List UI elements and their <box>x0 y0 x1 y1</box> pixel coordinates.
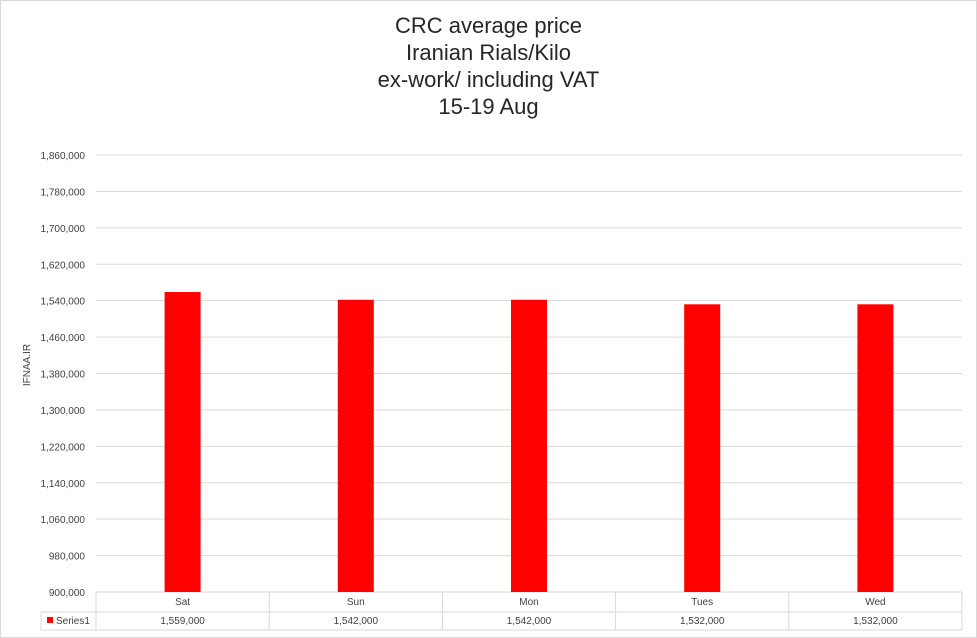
y-tick-label: 1,620,000 <box>41 260 86 271</box>
data-table: Sat 1,559,000 Sun 1,542,000 Mon 1,542,000 Tues… <box>40 592 963 631</box>
category-label: Sun <box>347 597 365 608</box>
title-line-2: Iranian Rials/Kilo <box>405 40 572 65</box>
y-tick-label: 900,000 <box>49 588 86 599</box>
y-tick-label: 1,700,000 <box>41 224 86 235</box>
title-line-1: CRC average price <box>394 13 583 38</box>
y-tick-label: 1,300,000 <box>41 406 86 417</box>
data-value-label: 1,542,000 <box>334 616 379 627</box>
legend-series-name: Series1 <box>56 616 90 627</box>
bar-mon <box>511 299 547 592</box>
y-tick-label: 980,000 <box>49 552 86 563</box>
bar-sat <box>164 292 201 592</box>
data-value-label: 1,542,000 <box>507 616 552 627</box>
y-tick-label: 1,460,000 <box>41 333 86 344</box>
category-label: Mon <box>519 597 538 608</box>
y-tick-label: 1,060,000 <box>41 515 86 526</box>
data-value-label: 1,559,000 <box>160 616 205 627</box>
category-label: Tues <box>691 597 713 608</box>
bar-tues <box>684 304 721 592</box>
bar-sun <box>337 299 374 592</box>
y-tick-label: 1,140,000 <box>41 479 86 490</box>
title-line-4: 15-19 Aug <box>438 94 539 119</box>
title-line-3: ex-work/ including VAT <box>377 67 600 92</box>
y-tick-label: 1,380,000 <box>41 370 86 381</box>
category-label: Sat <box>175 597 190 608</box>
data-value-label: 1,532,000 <box>680 616 725 627</box>
category-label: Wed <box>865 597 885 608</box>
bars <box>164 292 894 592</box>
chart-title: CRC average price Iranian Rials/Kilo ex-… <box>0 12 977 120</box>
y-tick-label: 1,780,000 <box>41 187 86 198</box>
y-tick-label: 1,540,000 <box>41 297 86 308</box>
y-tick-label: 1,220,000 <box>41 442 86 453</box>
bar-wed <box>857 304 894 592</box>
legend-key <box>47 617 53 623</box>
y-axis-ticks: 900,000 980,000 1,060,000 1,140,000 1,220,00… <box>41 151 86 599</box>
data-value-label: 1,532,000 <box>853 616 898 627</box>
y-axis-label: IFNAA.IR <box>22 344 33 386</box>
y-tick-label: 1,860,000 <box>41 151 86 162</box>
